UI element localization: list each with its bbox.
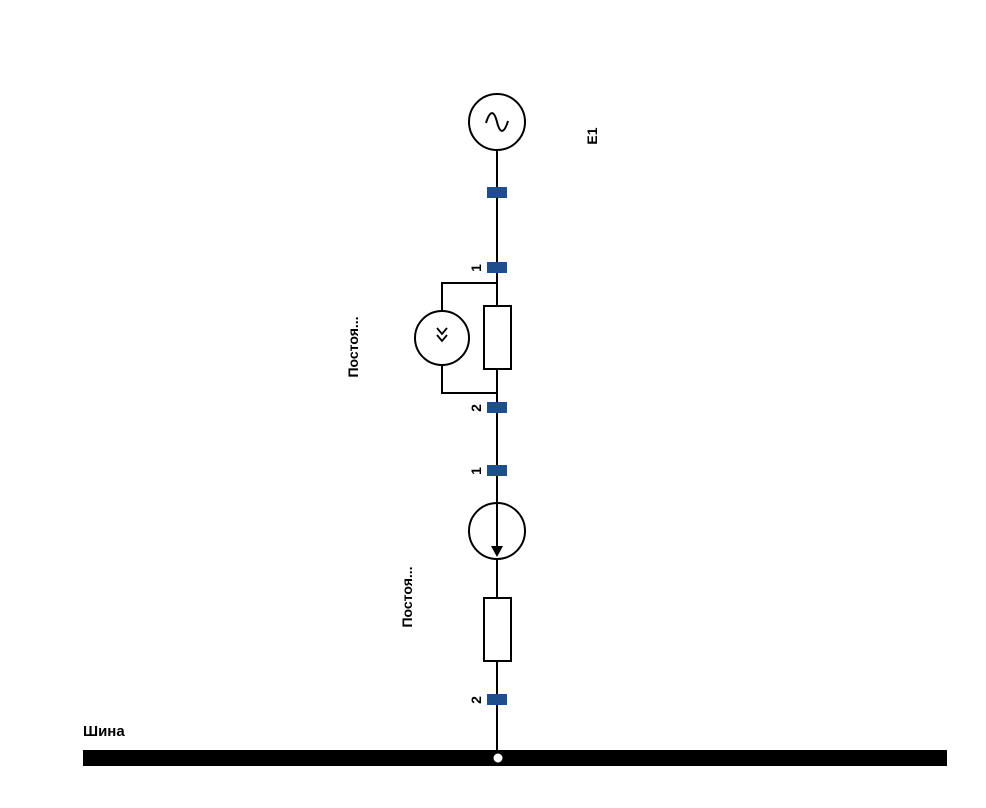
terminal-upper-1[interactable] [487, 262, 507, 273]
terminal-lower-2[interactable] [487, 694, 507, 705]
upper-source[interactable] [414, 310, 470, 366]
current-source-arrow-icon [491, 546, 503, 557]
terminal-lower-1[interactable] [487, 465, 507, 476]
upper-parallel-wire-return [441, 366, 497, 394]
bus-label: Шина [83, 723, 125, 740]
double-chevron-source-icon [436, 327, 448, 343]
sine-wave-icon [485, 112, 509, 132]
terminal-upper-2-label: 2 [468, 404, 484, 412]
terminal-lower-2-label: 2 [468, 696, 484, 704]
upper-parallel-wire [441, 282, 497, 311]
bus-connection-node[interactable] [492, 752, 504, 764]
upper-resistor[interactable] [483, 305, 512, 370]
generator-label: E1 [584, 127, 600, 144]
terminal-generator[interactable] [487, 187, 507, 198]
upper-source-circle [414, 310, 470, 366]
terminal-lower-1-label: 1 [468, 467, 484, 475]
generator-e1[interactable] [468, 93, 526, 151]
terminal-upper-2[interactable] [487, 402, 507, 413]
lower-branch-label: Постоя... [399, 566, 415, 627]
lower-current-source[interactable] [468, 502, 526, 560]
lower-resistor[interactable] [483, 597, 512, 662]
upper-branch-label: Постоя... [345, 316, 361, 377]
terminal-upper-1-label: 1 [468, 264, 484, 272]
bus-bar[interactable] [83, 750, 947, 766]
